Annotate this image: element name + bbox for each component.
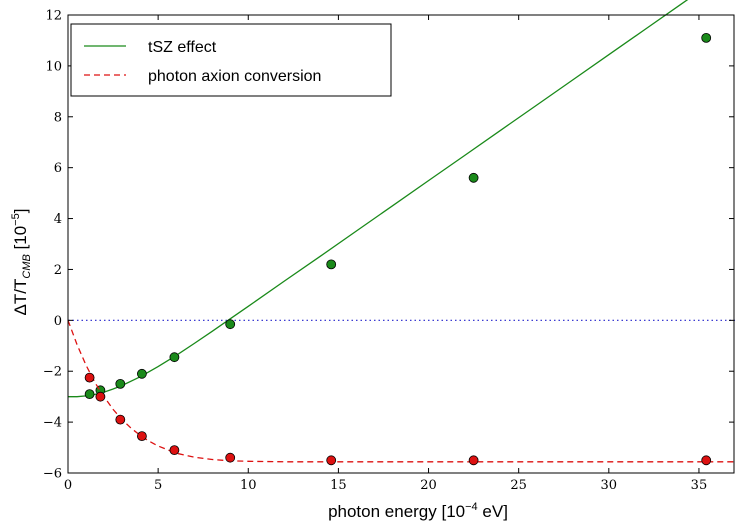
tsz-point — [225, 319, 236, 330]
y-tick-label: 0 — [54, 314, 62, 329]
photon-axion-point — [136, 431, 147, 442]
photon-axion-curve — [67, 320, 735, 463]
y-tick-label: −2 — [43, 365, 62, 380]
photon-axion-point — [84, 372, 95, 383]
x-tick-label: 35 — [691, 478, 708, 493]
y-tick-label: −4 — [43, 416, 62, 431]
y-tick-label: 4 — [54, 212, 62, 227]
tsz-point — [468, 172, 479, 183]
y-tick-label: 10 — [45, 59, 62, 74]
tsz-curve — [68, 0, 689, 398]
tsz-point — [326, 259, 337, 270]
legend-box — [70, 23, 392, 97]
tsz-point — [169, 352, 180, 363]
legend-label-tsz: tSZ effect — [148, 39, 217, 56]
photon-axion-point — [326, 455, 337, 466]
x-tick-label: 10 — [240, 478, 257, 493]
x-tick-label: 5 — [154, 478, 162, 493]
y-tick-label: 8 — [54, 110, 62, 125]
tsz-point — [115, 378, 126, 389]
x-tick-label: 0 — [64, 478, 72, 493]
series-layer — [67, 0, 735, 466]
photon-axion-point — [95, 391, 106, 402]
photon-axion-point — [115, 414, 126, 425]
plot-frame — [67, 14, 735, 474]
photon-axion-point — [701, 455, 712, 466]
photon-axion-point — [225, 452, 236, 463]
x-tick-label: 15 — [330, 478, 347, 493]
y-tick-label: 2 — [54, 263, 62, 278]
x-tick-label: 30 — [601, 478, 618, 493]
legend-label-photon-axion: photon axion conversion — [148, 68, 321, 85]
photon-axion-point — [468, 455, 479, 466]
y-tick-label: 12 — [45, 9, 62, 24]
x-tick-label: 25 — [510, 478, 527, 493]
tsz-point — [136, 368, 147, 379]
tick-layer: 0 5 10 15 20 25 30 35 −6 −4 −2 0 2 4 6 8 10 12 — [43, 9, 734, 493]
photon-axion-point — [169, 445, 180, 456]
y-tick-label: 6 — [54, 161, 62, 176]
x-tick-label: 20 — [420, 478, 437, 493]
x-axis-label: photon energy [10−4 eV] — [328, 501, 508, 521]
y-axis-label: ΔT/TCMB [10−5] — [10, 209, 33, 316]
y-tick-label: −6 — [43, 467, 62, 482]
tsz-point — [84, 389, 95, 400]
legend: tSZ effect photon axion conversion — [70, 23, 392, 97]
tsz-point — [701, 33, 712, 43]
